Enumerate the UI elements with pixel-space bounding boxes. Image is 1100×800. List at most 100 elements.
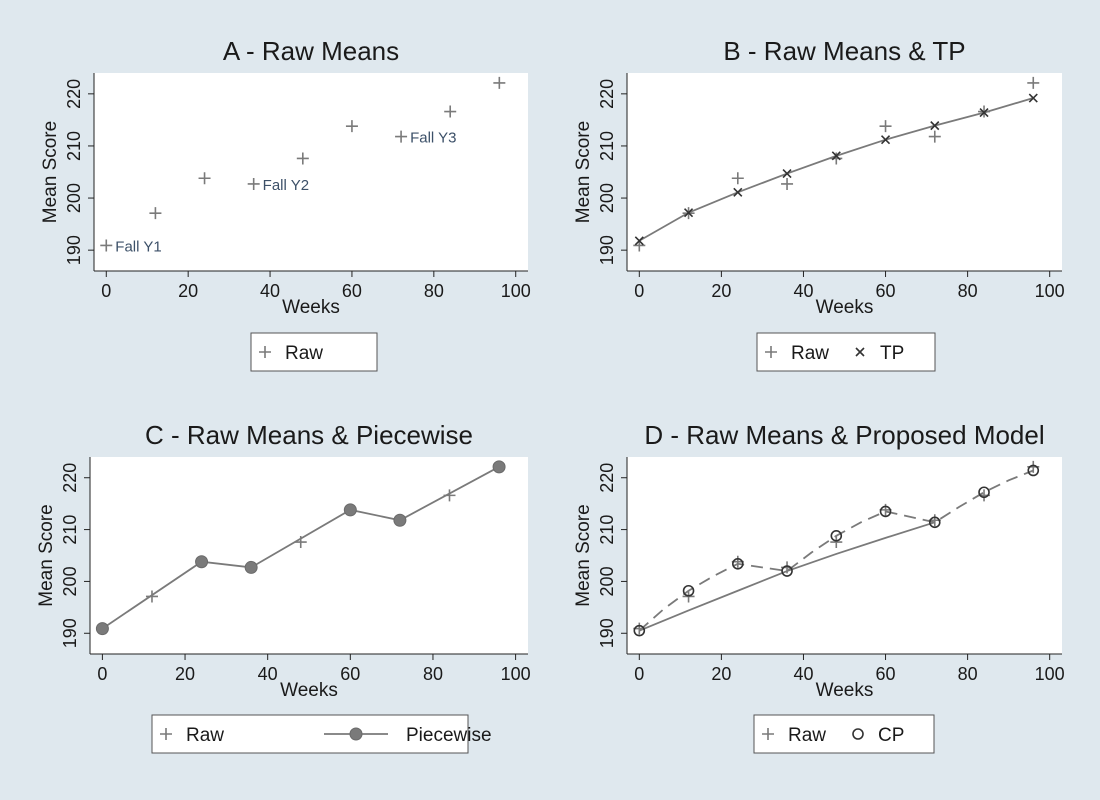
data-point-raw (294, 536, 307, 549)
x-axis-label: Weeks (816, 680, 874, 701)
y-tick-label: 190 (60, 618, 80, 648)
data-point-raw (198, 172, 211, 185)
legend-key-marker (852, 728, 864, 740)
chart-title: A - Raw Means (223, 36, 399, 66)
legend-box (753, 714, 935, 754)
x-tick-label: 80 (423, 664, 443, 684)
x-tick-label: 100 (1035, 664, 1065, 684)
data-point-raw (928, 130, 941, 143)
y-tick-label: 220 (64, 79, 84, 109)
legend-key-marker (349, 727, 363, 741)
data-point-cp (978, 486, 990, 499)
point-annotation: Fall Y1 (115, 238, 161, 255)
x-tick-label: 0 (634, 281, 644, 301)
legend-key-marker (160, 728, 172, 740)
x-tick-label: 40 (793, 281, 813, 301)
legend-key-marker (765, 346, 777, 358)
x-tick-label: 40 (260, 281, 280, 301)
data-point-raw (395, 130, 408, 143)
data-point-raw (100, 239, 113, 252)
data-point-piecewise (195, 555, 209, 569)
y-tick-label: 200 (64, 183, 84, 213)
point-annotation: Fall Y2 (263, 177, 309, 194)
x-axis-label: Weeks (280, 680, 338, 701)
y-axis-label: Mean Score (40, 121, 61, 223)
data-point-cp (732, 557, 744, 570)
data-point-tp (733, 187, 743, 197)
y-axis-label: Mean Score (573, 121, 594, 223)
y-axis-label: Mean Score (573, 504, 594, 606)
y-tick-label: 220 (60, 463, 80, 493)
legend-box (151, 714, 469, 754)
legend-box (756, 332, 936, 372)
x-tick-label: 60 (342, 281, 362, 301)
legend-label: CP (878, 725, 904, 746)
data-point-raw (444, 105, 457, 118)
data-point-piecewise (95, 622, 109, 636)
x-tick-label: 0 (97, 664, 107, 684)
legend-key-marker (259, 346, 271, 358)
x-tick-label: 20 (711, 664, 731, 684)
x-tick-label: 20 (711, 281, 731, 301)
data-point-piecewise (244, 560, 258, 574)
data-point-cp (1027, 464, 1040, 477)
data-point-tp (880, 135, 891, 145)
data-point-raw (1027, 76, 1040, 89)
legend-label: Raw (285, 343, 323, 364)
data-point-piecewise (393, 513, 407, 527)
data-point-tp (683, 208, 694, 218)
x-tick-label: 100 (1035, 281, 1065, 301)
legend-label: Raw (186, 725, 224, 746)
x-tick-label: 80 (958, 664, 978, 684)
plot-area (94, 73, 528, 271)
data-point-raw (149, 207, 162, 220)
x-tick-label: 80 (424, 281, 444, 301)
legend-key-marker (762, 728, 774, 740)
data-point-piecewise (343, 503, 357, 517)
y-tick-label: 210 (60, 515, 80, 545)
data-point-cp (633, 624, 646, 637)
chart-title: D - Raw Means & Proposed Model (644, 420, 1044, 450)
data-point-raw (345, 120, 358, 133)
data-point-raw (296, 152, 309, 165)
data-point-cp (879, 505, 892, 518)
data-point-cp (682, 584, 695, 597)
data-point-piecewise (492, 460, 506, 474)
y-tick-label: 220 (597, 463, 617, 493)
data-point-raw (247, 177, 260, 190)
x-axis-label: Weeks (816, 297, 874, 318)
legend-key-marker (855, 347, 865, 357)
data-point-raw (830, 152, 843, 165)
data-point-tp (634, 236, 644, 246)
x-tick-label: 40 (793, 664, 813, 684)
x-tick-label: 100 (501, 664, 531, 684)
x-tick-label: 60 (340, 664, 360, 684)
legend-label: TP (880, 343, 904, 364)
y-tick-label: 210 (64, 131, 84, 161)
legend-label: Raw (791, 343, 829, 364)
y-tick-label: 200 (597, 183, 617, 213)
y-tick-label: 200 (60, 566, 80, 596)
data-point-tp (831, 151, 841, 161)
legend-box (250, 332, 378, 372)
legend-label: Raw (788, 725, 826, 746)
data-point-raw (145, 590, 158, 603)
x-tick-label: 100 (501, 281, 531, 301)
y-tick-label: 190 (597, 618, 617, 648)
y-tick-label: 200 (597, 566, 617, 596)
data-point-tp (1028, 93, 1038, 103)
y-axis-label: Mean Score (36, 504, 57, 606)
y-tick-label: 190 (64, 235, 84, 265)
legend-label: Piecewise (406, 725, 492, 746)
chart-title: B - Raw Means & TP (723, 36, 965, 66)
x-tick-label: 80 (958, 281, 978, 301)
data-point-cp (781, 565, 793, 577)
data-point-raw (830, 536, 843, 549)
y-tick-label: 210 (597, 131, 617, 161)
x-tick-label: 60 (876, 281, 896, 301)
data-point-cp (830, 529, 843, 542)
data-point-tp (979, 108, 989, 118)
plot-area (627, 73, 1062, 271)
data-point-raw (879, 120, 892, 133)
